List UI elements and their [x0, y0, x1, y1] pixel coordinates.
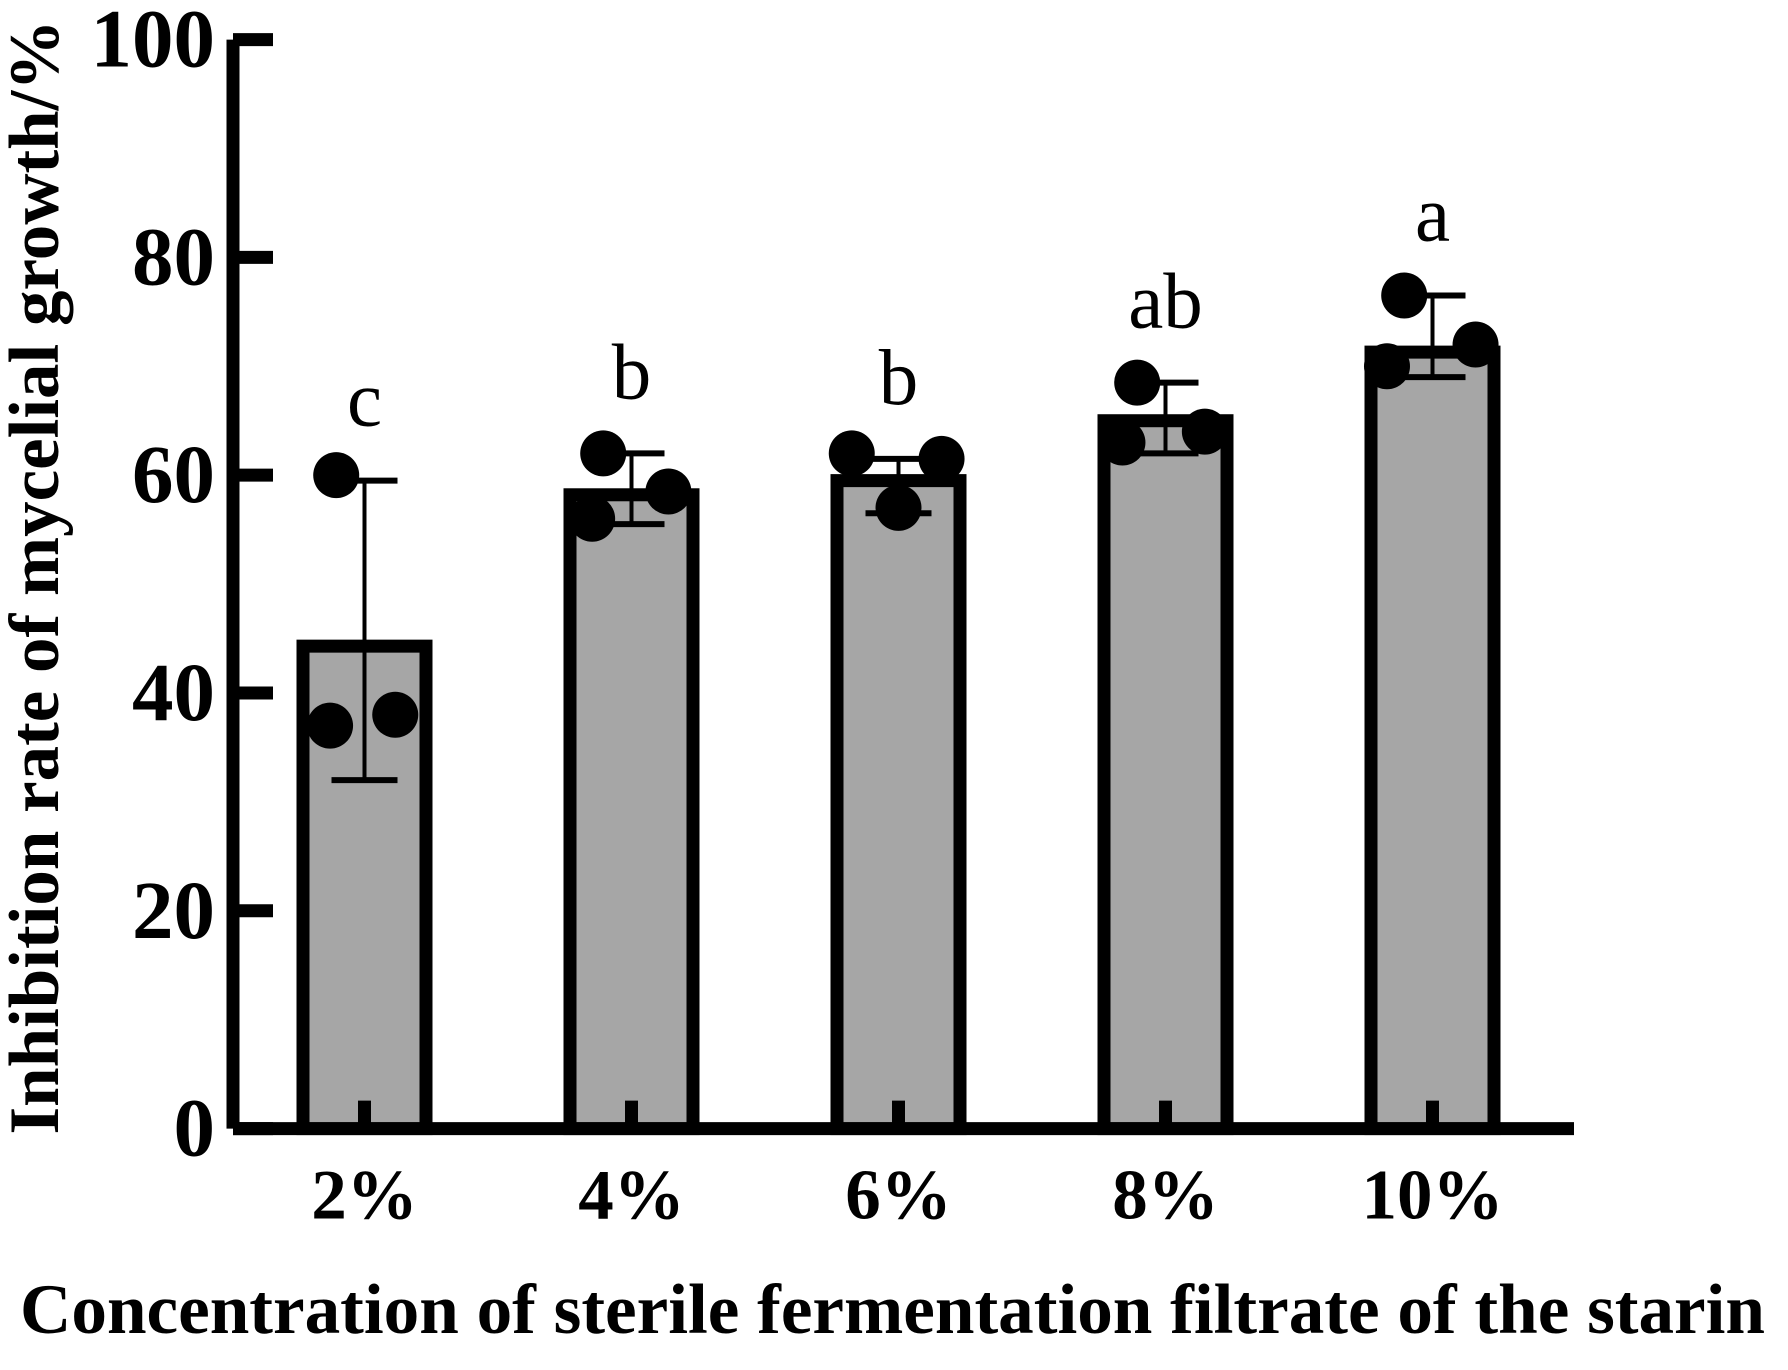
svg-text:6%: 6%	[845, 1157, 952, 1235]
svg-text:10%: 10%	[1362, 1157, 1504, 1235]
svg-text:2%: 2%	[311, 1157, 418, 1235]
svg-text:Concentration of sterile ferme: Concentration of sterile fermentation fi…	[20, 1271, 1765, 1349]
svg-text:4%: 4%	[578, 1157, 685, 1235]
svg-text:20: 20	[132, 864, 215, 956]
svg-text:ab: ab	[1128, 259, 1203, 346]
svg-text:100: 100	[91, 0, 216, 85]
svg-text:40: 40	[132, 646, 215, 738]
svg-text:b: b	[879, 335, 919, 422]
svg-text:a: a	[1415, 171, 1450, 258]
svg-text:8%: 8%	[1112, 1157, 1219, 1235]
svg-text:c: c	[347, 357, 382, 444]
svg-text:0: 0	[174, 1082, 216, 1174]
svg-text:60: 60	[132, 428, 215, 520]
svg-text:80: 80	[132, 210, 215, 302]
svg-text:b: b	[612, 329, 652, 416]
svg-text:Inhibition rate of mycelial gr: Inhibition rate of mycelial growth/%	[0, 20, 74, 1135]
